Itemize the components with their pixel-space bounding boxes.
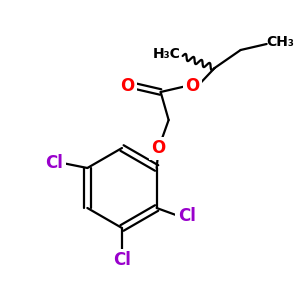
Text: O: O [121, 77, 135, 95]
Text: Cl: Cl [45, 154, 63, 172]
Text: Cl: Cl [113, 251, 131, 269]
Text: O: O [185, 77, 200, 95]
Text: CH₃: CH₃ [267, 35, 295, 49]
Text: H₃C: H₃C [153, 47, 181, 61]
Text: O: O [152, 139, 166, 157]
Text: Cl: Cl [178, 207, 196, 225]
